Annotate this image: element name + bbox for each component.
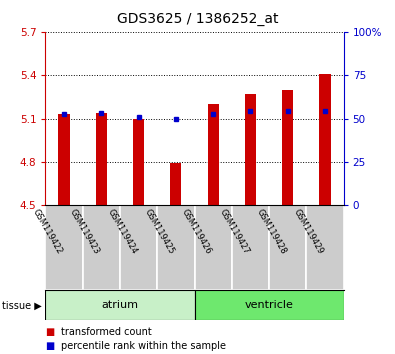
Bar xyxy=(282,90,293,205)
Text: atrium: atrium xyxy=(102,300,139,310)
Text: GSM119422: GSM119422 xyxy=(31,208,64,256)
Text: transformed count: transformed count xyxy=(61,327,152,337)
Bar xyxy=(320,74,331,205)
Text: percentile rank within the sample: percentile rank within the sample xyxy=(61,341,226,351)
Bar xyxy=(307,205,344,290)
Text: GSM119428: GSM119428 xyxy=(255,208,288,256)
Text: GSM119423: GSM119423 xyxy=(68,208,102,256)
Text: GSM119425: GSM119425 xyxy=(143,208,176,256)
Bar xyxy=(45,205,83,290)
Bar xyxy=(269,205,307,290)
Bar xyxy=(83,205,120,290)
Bar xyxy=(208,104,219,205)
Bar xyxy=(58,114,70,205)
Bar xyxy=(232,205,269,290)
Text: GSM119426: GSM119426 xyxy=(180,208,213,256)
Text: ■: ■ xyxy=(45,327,55,337)
Text: GSM119427: GSM119427 xyxy=(217,208,250,256)
Text: ventricle: ventricle xyxy=(245,300,293,310)
Bar xyxy=(120,205,157,290)
Text: ■: ■ xyxy=(45,341,55,351)
Text: GDS3625 / 1386252_at: GDS3625 / 1386252_at xyxy=(117,12,278,27)
Bar xyxy=(157,205,194,290)
Bar xyxy=(96,113,107,205)
Bar xyxy=(194,290,344,320)
Bar xyxy=(170,164,181,205)
Text: GSM119424: GSM119424 xyxy=(105,208,139,256)
Text: tissue ▶: tissue ▶ xyxy=(2,300,42,310)
Bar xyxy=(194,205,232,290)
Bar xyxy=(133,119,144,205)
Bar xyxy=(245,94,256,205)
Text: GSM119429: GSM119429 xyxy=(292,208,325,256)
Bar xyxy=(45,290,194,320)
